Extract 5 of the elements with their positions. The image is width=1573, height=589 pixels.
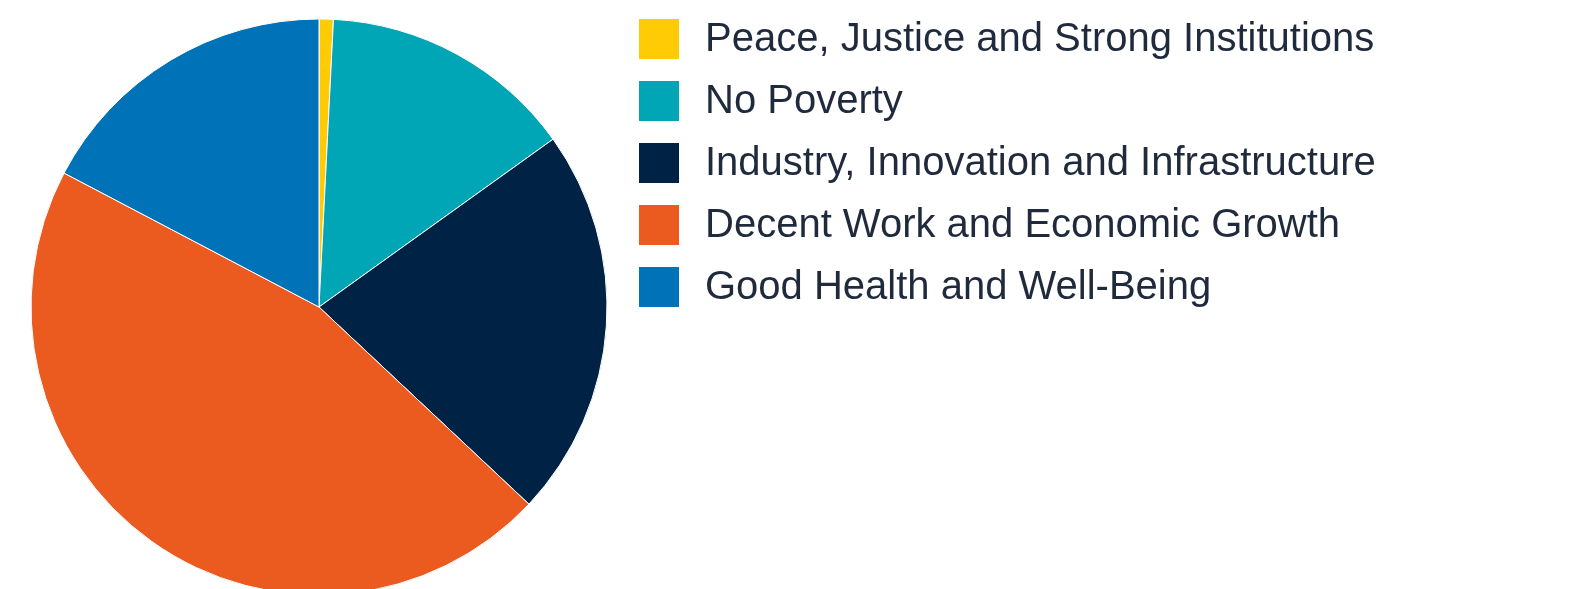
legend-label: Good Health and Well-Being bbox=[705, 263, 1212, 307]
legend-label: Decent Work and Economic Growth bbox=[705, 201, 1341, 245]
legend-label: Industry, Innovation and Infrastructure bbox=[705, 139, 1376, 183]
legend-label: Peace, Justice and Strong Institutions bbox=[705, 15, 1375, 59]
legend-label: No Poverty bbox=[705, 77, 903, 121]
